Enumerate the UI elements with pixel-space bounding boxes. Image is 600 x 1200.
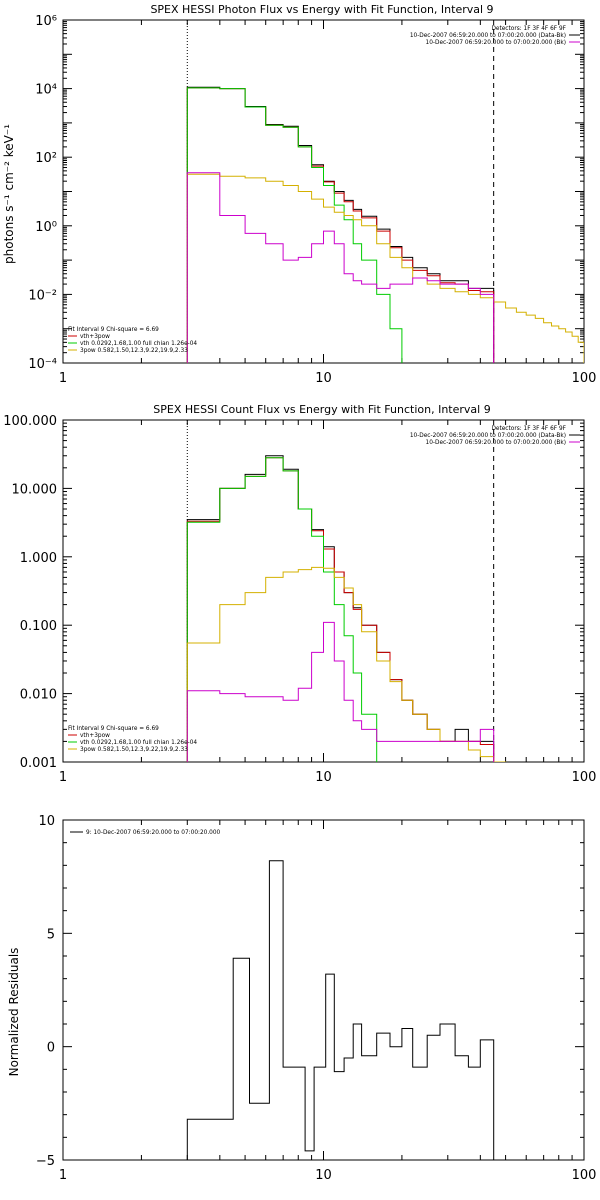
y-tick-label: 10.000 xyxy=(12,482,58,497)
series-line-2 xyxy=(186,87,403,363)
y-tick-label: 0.100 xyxy=(20,619,57,634)
legend-entry: vth 0.0292,1.68,1.00 full chian 1.26e-04 xyxy=(80,341,197,347)
y-ticks xyxy=(63,422,584,763)
count-flux-panel: SPEX HESSI Count Flux vs Energy with Fit… xyxy=(3,403,597,785)
x-tick-label: 10 xyxy=(315,1168,332,1183)
legend-entry: vth+3pow xyxy=(80,733,110,739)
legend-entry: 10-Dec-2007 06:59:20.000 to 07:00:20.000… xyxy=(426,440,566,446)
x-ticks xyxy=(62,20,585,363)
x-tick-label: 1 xyxy=(59,371,67,386)
y-tick-label: 10² xyxy=(35,151,57,166)
y-tick-label: 10⁻⁴ xyxy=(28,357,57,372)
photon-flux-title: SPEX HESSI Photon Flux vs Energy with Fi… xyxy=(150,3,493,16)
y-tick-label: −5 xyxy=(36,1154,55,1169)
x-ticks xyxy=(62,420,585,762)
legend-entry: Fit Interval 9 Chi-square = 6.69 xyxy=(68,726,159,732)
legend-entry: vth+3pow xyxy=(80,334,110,340)
x-tick-label: 1 xyxy=(59,770,67,785)
residuals-ylabel: Normalized Residuals xyxy=(7,948,21,1077)
y-tick-label: 10⁴ xyxy=(35,83,57,98)
legend-entry: 9: 10-Dec-2007 06:59:20.000 to 07:00:20.… xyxy=(86,830,221,836)
series-group xyxy=(186,860,495,1160)
series-line-4 xyxy=(186,621,495,762)
series-line-3 xyxy=(186,566,507,762)
y-ticks xyxy=(63,819,584,1161)
x-tick-label: 100 xyxy=(572,1168,597,1183)
series-group xyxy=(186,455,507,762)
x-tick-label: 1 xyxy=(59,1168,67,1183)
residuals-panel: Normalized Residuals 1 10 100 −5 0 5 10 9: 10-D… xyxy=(7,814,596,1183)
legend-entry: Detectors: 1F 3F 4F 6F 9F xyxy=(491,426,566,432)
series-line-3 xyxy=(186,173,584,363)
series-line-0 xyxy=(186,860,495,1160)
y-tick-label: 10⁶ xyxy=(35,14,57,29)
x-ticks xyxy=(62,820,585,1160)
series-line-1 xyxy=(186,87,495,363)
legend-entry: 10-Dec-2007 06:59:20.000 to 07:00:20.000… xyxy=(426,40,566,46)
x-tick-label: 100 xyxy=(572,770,597,785)
legend-entry: 3pow 0.582,1.50,12.3,9.22,19.9,2.33 xyxy=(80,348,188,354)
x-tick-label: 10 xyxy=(315,371,332,386)
plot-frame xyxy=(62,19,585,364)
photon-flux-ylabel: photons s⁻¹ cm⁻² keV⁻¹ xyxy=(2,124,16,264)
legend-entry: Fit Interval 9 Chi-square = 6.69 xyxy=(68,327,159,333)
y-tick-label: 0 xyxy=(47,1041,55,1056)
legend-entry: 10-Dec-2007 06:59:20.000 to 07:00:20.000… xyxy=(410,33,566,39)
y-tick-label: 10⁻² xyxy=(28,288,57,303)
legend-entry: 3pow 0.582,1.50,12.3,9.22,19.9,2.33 xyxy=(80,747,188,753)
y-tick-label: 100.000 xyxy=(3,414,57,429)
legend-entry: 10-Dec-2007 06:59:20.000 to 07:00:20.000… xyxy=(410,433,566,439)
plot-frame xyxy=(62,419,585,763)
y-ticks xyxy=(63,21,584,364)
plot-frame xyxy=(62,819,585,1161)
y-tick-label: 10 xyxy=(38,814,55,829)
series-group xyxy=(186,86,584,363)
legend-entry: vth 0.0292,1.68,1.00 full chian 1.26e-04 xyxy=(80,740,197,746)
y-tick-label: 1.000 xyxy=(20,551,57,566)
x-tick-label: 100 xyxy=(572,371,597,386)
legend-entry: Detectors: 1F 3F 4F 6F 9F xyxy=(491,26,566,32)
series-line-0 xyxy=(186,86,495,363)
series-line-4 xyxy=(186,172,495,363)
photon-flux-panel: SPEX HESSI Photon Flux vs Energy with Fi… xyxy=(2,3,597,386)
y-tick-label: 10⁰ xyxy=(35,220,57,235)
y-tick-label: 0.010 xyxy=(20,688,57,703)
count-flux-title: SPEX HESSI Count Flux vs Energy with Fit… xyxy=(153,403,490,416)
y-tick-label: 0.001 xyxy=(20,756,57,771)
x-tick-label: 10 xyxy=(315,770,332,785)
series-line-2 xyxy=(186,457,378,762)
y-tick-label: 5 xyxy=(47,927,55,942)
